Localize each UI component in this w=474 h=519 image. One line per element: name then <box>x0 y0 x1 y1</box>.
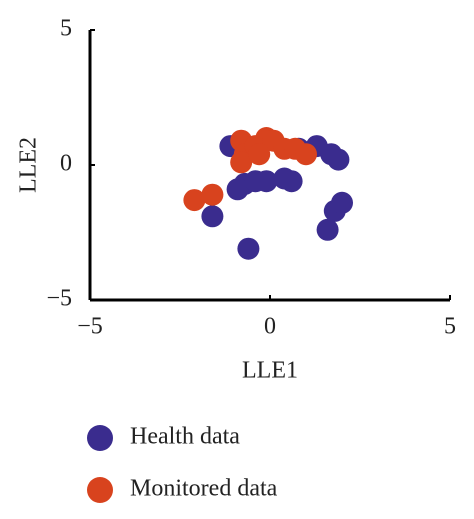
x-tick-label: 5 <box>444 314 456 340</box>
point <box>255 170 278 193</box>
point <box>316 218 339 241</box>
point <box>248 143 271 166</box>
point <box>327 148 350 171</box>
point <box>280 170 303 193</box>
point <box>183 189 206 212</box>
y-axis-label: LLE2 <box>16 137 42 193</box>
y-tick-label: 5 <box>60 16 72 42</box>
point <box>201 205 224 228</box>
x-tick-label: −5 <box>77 314 103 340</box>
point <box>331 191 353 214</box>
legend-label: Monitored data <box>130 476 278 502</box>
point <box>226 178 249 201</box>
point <box>295 143 317 166</box>
y-tick-label: −5 <box>46 286 72 312</box>
legend-marker <box>87 425 113 451</box>
x-axis-label: LLE1 <box>242 358 298 384</box>
x-tick-label: 0 <box>264 314 276 340</box>
point <box>201 183 224 206</box>
point <box>230 151 253 174</box>
legend-marker <box>87 477 113 503</box>
y-tick-label: 0 <box>60 151 72 177</box>
legend-label: Health data <box>130 424 240 450</box>
point <box>237 237 260 260</box>
